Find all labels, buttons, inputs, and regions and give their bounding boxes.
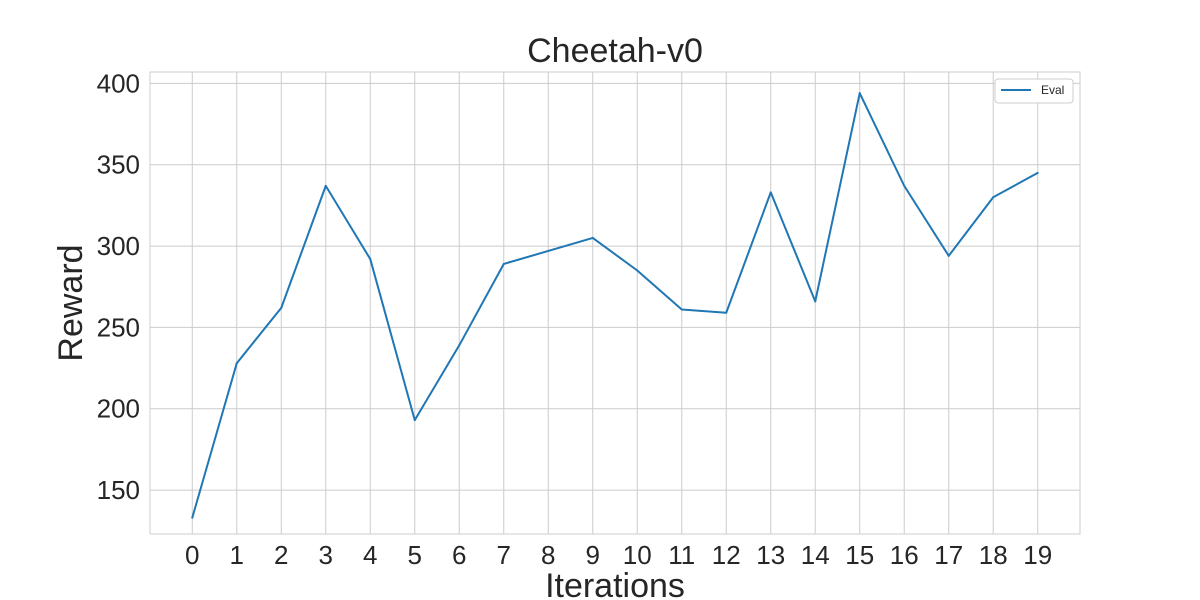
- x-tick-label: 6: [452, 540, 466, 570]
- plot-frame: [149, 71, 1081, 535]
- data-point: [235, 362, 238, 365]
- data-point: [413, 419, 416, 422]
- y-tick-label: 350: [97, 150, 140, 180]
- x-axis-title: Iterations: [545, 567, 685, 600]
- x-tick-label: 5: [408, 540, 422, 570]
- x-tick-label: 8: [541, 540, 555, 570]
- x-tick-label: 0: [185, 540, 199, 570]
- x-tick-label: 3: [319, 540, 333, 570]
- data-point: [903, 184, 906, 187]
- x-tick-label: 2: [274, 540, 288, 570]
- data-point: [858, 92, 861, 95]
- y-tick-label: 400: [97, 68, 140, 98]
- data-point: [814, 300, 817, 303]
- x-tick-label: 16: [890, 540, 919, 570]
- data-point: [947, 254, 950, 257]
- x-tick-label: 18: [979, 540, 1008, 570]
- x-tick-label: 12: [712, 540, 741, 570]
- y-tick-label: 150: [97, 475, 140, 505]
- data-point: [369, 258, 372, 261]
- x-tick-labels: 0 1 2 3 4 5 6 7 8 9 10 11 12 13 14 15 16 17 18 19: [185, 540, 1052, 570]
- x-tick-label: 15: [845, 540, 874, 570]
- x-tick-label: 19: [1023, 540, 1052, 570]
- data-point: [280, 306, 283, 309]
- y-tick-label: 250: [97, 312, 140, 342]
- x-tick-label: 7: [497, 540, 511, 570]
- data-point: [324, 184, 327, 187]
- series-line-eval: [191, 92, 1039, 519]
- x-tick-label: 10: [623, 540, 652, 570]
- y-axis-title: Reward: [52, 244, 90, 361]
- data-point: [725, 311, 728, 314]
- legend: Eval: [994, 78, 1074, 104]
- legend-label-eval: Eval: [1041, 83, 1064, 97]
- y-tick-label: 200: [97, 394, 140, 424]
- data-point: [547, 249, 550, 252]
- data-point: [636, 269, 639, 272]
- x-tick-label: 14: [801, 540, 830, 570]
- data-point: [680, 308, 683, 311]
- x-tick-label: 1: [230, 540, 244, 570]
- data-point: [191, 516, 194, 519]
- chart-title: Cheetah-v0: [527, 32, 703, 70]
- data-point: [591, 236, 594, 239]
- x-tick-label: 17: [934, 540, 963, 570]
- x-tick-label: 13: [756, 540, 785, 570]
- y-tick-labels: 150 200 250 300 350 400: [97, 68, 140, 505]
- data-point: [1036, 171, 1039, 174]
- data-point: [502, 262, 505, 265]
- grid: [150, 72, 1080, 534]
- data-point: [992, 196, 995, 199]
- x-tick-label: 9: [586, 540, 600, 570]
- x-tick-label: 11: [668, 540, 695, 570]
- x-tick-label: 4: [363, 540, 377, 570]
- data-point: [458, 344, 461, 347]
- y-tick-label: 300: [97, 231, 140, 261]
- series-layer: [191, 92, 1039, 519]
- data-point: [769, 191, 772, 194]
- legend-box: [994, 78, 1074, 104]
